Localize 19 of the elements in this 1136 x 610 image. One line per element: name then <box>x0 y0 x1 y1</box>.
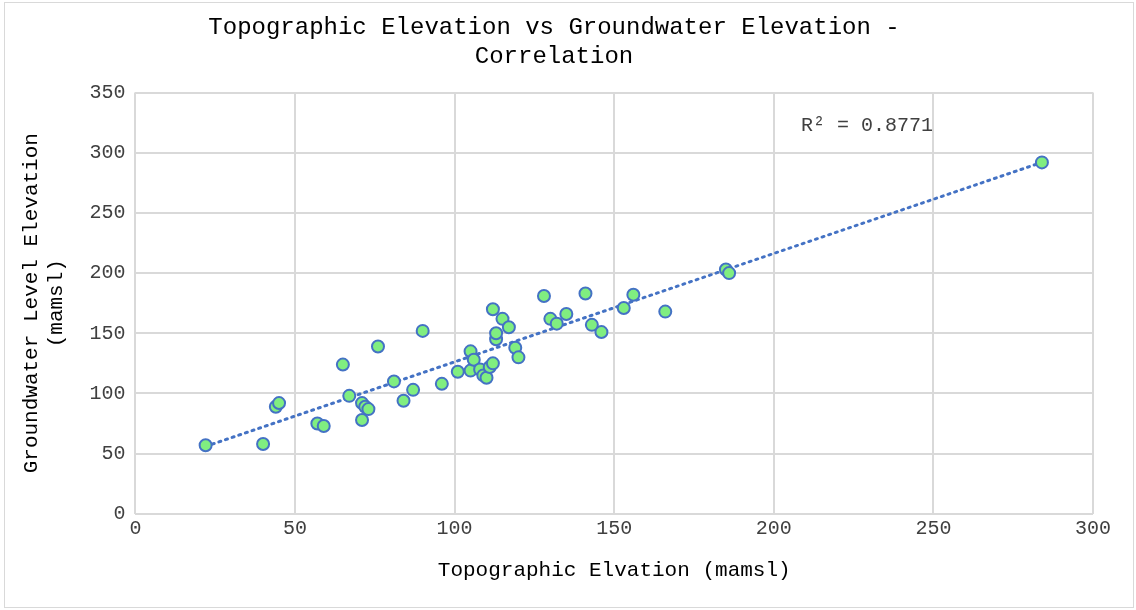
y-tick-label: 200 <box>89 261 126 285</box>
chart-title: Topographic Elevation vs Groundwater Elevation - Correlation <box>208 13 900 70</box>
x-tick-label: 200 <box>755 517 792 541</box>
y-tick-label: 300 <box>89 141 126 165</box>
y-tick-label: 50 <box>101 441 126 465</box>
y-tick-label: 100 <box>89 381 126 405</box>
annotation: R² = 0.8771 <box>800 113 933 137</box>
x-axis-title: Topographic Elvation (mamsl) <box>437 558 791 582</box>
x-tick-label: 300 <box>1074 517 1112 541</box>
x-tick-label: 0 <box>129 517 142 541</box>
x-tick-label: 150 <box>596 517 633 541</box>
x-tick-label: 50 <box>283 517 308 541</box>
y-axis-title: Groundwater Level Elevation (mamsl) <box>20 133 69 474</box>
x-tick-label: 250 <box>915 517 952 541</box>
y-tick-label: 150 <box>89 321 126 345</box>
y-tick-label: 0 <box>113 502 126 526</box>
y-tick-label: 350 <box>89 80 126 104</box>
x-tick-label: 100 <box>436 517 473 541</box>
y-tick-label: 250 <box>89 201 126 225</box>
